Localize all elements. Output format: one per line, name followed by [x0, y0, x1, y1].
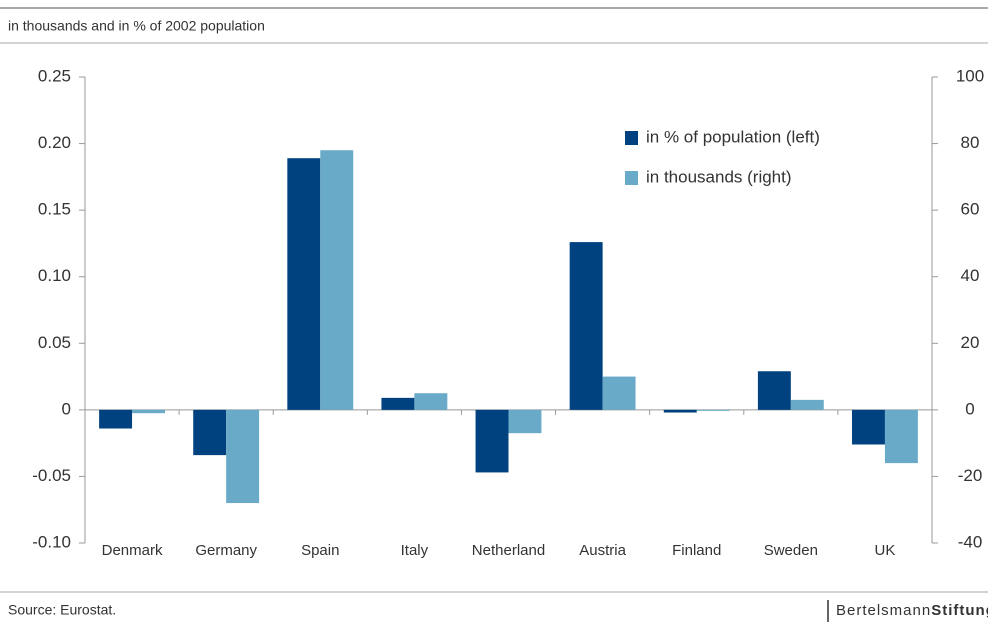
logo-part: Bertelsmann — [836, 602, 931, 619]
y2-tick-label: 60 — [961, 200, 980, 219]
bar — [757, 371, 791, 410]
y-tick-label: 0.20 — [38, 133, 71, 152]
y2-tick-label: 40 — [961, 266, 980, 285]
bar — [508, 409, 542, 434]
legend-label: in % of population (left) — [646, 127, 820, 146]
bar — [602, 376, 636, 410]
bar — [99, 409, 133, 429]
y2-tick-label: 100 — [956, 66, 984, 85]
legend-label: in thousands (right) — [646, 167, 792, 186]
y2-tick-label: -20 — [958, 466, 983, 485]
legend-swatch — [625, 171, 638, 185]
bar — [132, 409, 165, 414]
x-tick-label: Netherland — [472, 542, 545, 559]
x-tick-label: Germany — [195, 542, 257, 559]
y-tick-label: -0.05 — [32, 466, 71, 485]
bar — [852, 409, 885, 445]
x-tick-label: Austria — [579, 542, 626, 559]
bar — [381, 397, 415, 410]
bar — [569, 242, 603, 410]
x-tick-label: Spain — [301, 542, 339, 559]
x-tick-label: Denmark — [102, 542, 163, 559]
y2-tick-label: 80 — [961, 133, 980, 152]
bar — [696, 409, 730, 411]
y2-tick-label: 0 — [965, 399, 974, 418]
x-tick-label: Finland — [672, 542, 721, 559]
bar — [663, 409, 697, 413]
bar — [884, 409, 918, 464]
y2-tick-label: 20 — [961, 333, 980, 352]
legend-swatch — [625, 131, 638, 145]
chart-subtitle: in thousands and in % of 2002 population — [8, 18, 265, 34]
y2-tick-label: -40 — [958, 532, 983, 551]
y-tick-label: 0 — [62, 399, 71, 418]
bar — [475, 409, 509, 473]
bar — [193, 409, 227, 456]
y-tick-label: 0.25 — [38, 66, 71, 85]
x-tick-label: UK — [875, 542, 896, 559]
bar — [414, 393, 448, 410]
y-tick-label: 0.10 — [38, 266, 71, 285]
bar — [287, 158, 321, 410]
logo-part: Stiftung — [931, 602, 988, 619]
x-tick-label: Italy — [401, 542, 429, 559]
logo: BertelsmannStiftung — [836, 602, 988, 619]
bar — [790, 399, 824, 410]
x-tick-label: Sweden — [764, 542, 818, 559]
y-tick-label: 0.15 — [38, 200, 71, 219]
source: Source: Eurostat. — [8, 602, 116, 618]
bar — [226, 409, 260, 504]
y-tick-label: 0.05 — [38, 333, 71, 352]
bar — [320, 150, 354, 410]
y-tick-label: -0.10 — [32, 532, 71, 551]
